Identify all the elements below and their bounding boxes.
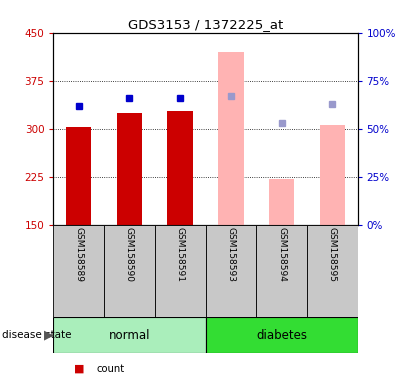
Bar: [206, 225, 256, 317]
Text: normal: normal: [109, 329, 150, 341]
Bar: [53, 317, 206, 353]
Text: GSM158591: GSM158591: [175, 227, 185, 282]
Bar: [155, 225, 206, 317]
Bar: [218, 52, 243, 225]
Bar: [319, 126, 345, 225]
Text: GSM158595: GSM158595: [328, 227, 337, 282]
Text: GSM158590: GSM158590: [125, 227, 134, 282]
Bar: [104, 225, 155, 317]
Bar: [117, 113, 142, 225]
Bar: [307, 225, 358, 317]
Bar: [66, 127, 91, 225]
Text: count: count: [97, 364, 125, 374]
Bar: [168, 111, 193, 225]
Bar: [256, 225, 307, 317]
Text: GSM158594: GSM158594: [277, 227, 286, 282]
Text: diabetes: diabetes: [256, 329, 307, 341]
Title: GDS3153 / 1372225_at: GDS3153 / 1372225_at: [128, 18, 283, 31]
Text: ■: ■: [74, 364, 85, 374]
Text: GSM158589: GSM158589: [74, 227, 83, 282]
Bar: [269, 179, 294, 225]
Bar: [206, 317, 358, 353]
Text: ▶: ▶: [44, 329, 54, 341]
Text: GSM158593: GSM158593: [226, 227, 236, 282]
Text: disease state: disease state: [2, 330, 72, 340]
Bar: [53, 225, 104, 317]
